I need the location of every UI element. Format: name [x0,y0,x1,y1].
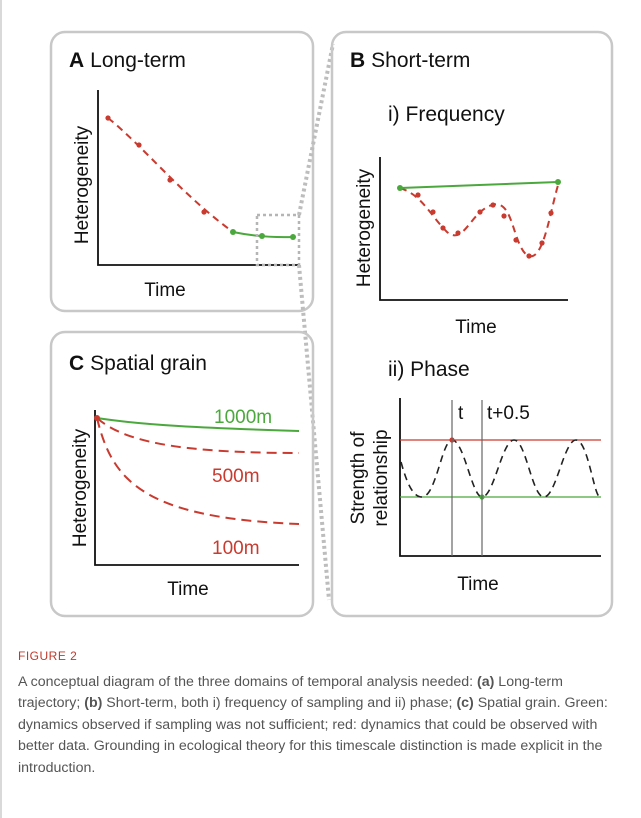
caption-rule [0,640,2,818]
zoom-line-top [297,43,335,216]
figure: A Long-term Heterogeneity Time B Short-ter… [0,0,614,640]
panel-b-i-green-trajectory [399,181,559,189]
panel-a-axes [97,90,299,266]
panel-c-ylabel: Heterogeneity [70,428,91,547]
panel-a-title: A Long-term [69,49,186,72]
panel-c-100m-curve [96,417,300,525]
panel-b-frame [330,30,614,618]
panel-b-i-ylabel: Heterogeneity [354,168,375,287]
panel-a-red-points [105,115,207,215]
caption-text: A conceptual diagram of the three domain… [18,673,608,776]
panel-b-i-xlabel: Time [455,317,497,338]
panel-b-ii-title: ii) Phase [388,358,470,381]
panel-c-100m-label: 100m [212,538,260,559]
panel-a-ylabel: Heterogeneity [72,125,93,244]
panel-c-origin-point [94,415,100,421]
panel-c-1000m-curve [96,417,300,432]
panel-c-1000m-label: 1000m [214,407,272,428]
panel-c-500m-curve [96,417,300,454]
zoom-box [255,213,301,267]
panel-b-i-axes [379,157,568,301]
panel-b-i-red-points [415,192,554,259]
panel-c-frame [49,330,315,618]
panel-c-500m-label: 500m [212,466,260,487]
panel-b-i-red-trajectory [399,181,560,258]
panel-b-ii-xlabel: Time [457,574,499,595]
panel-b-i-title: i) Frequency [388,103,505,126]
figure-caption: FIGURE 2 A conceptual diagram of the thr… [18,646,618,779]
figure-svg: A Long-term Heterogeneity Time B Short-ter… [49,30,614,618]
panel-a-xlabel: Time [144,280,186,301]
panel-c-xlabel: Time [167,579,209,600]
panel-a-frame [49,30,315,313]
panel-c-title: C Spatial grain [69,352,207,375]
panel-c-axes [94,410,299,566]
panel-b-title: B Short-term [350,49,470,72]
panel-b-ii-t2-label: t+0.5 [487,403,530,424]
panel-b-i-green-points [397,179,561,191]
panel-b-ii-ylabel-1: Strength of [348,431,369,525]
panel-b-ii-sine [400,439,601,498]
panel-a-red-trajectory [107,117,234,233]
panel-b-ii-axes [399,398,601,557]
panel-b-ii-t-label: t [458,403,464,424]
panel-b-ii-ylabel-2: relationship [371,429,392,526]
panel-a-green-points [230,229,296,240]
caption-label: FIGURE 2 [18,649,78,663]
